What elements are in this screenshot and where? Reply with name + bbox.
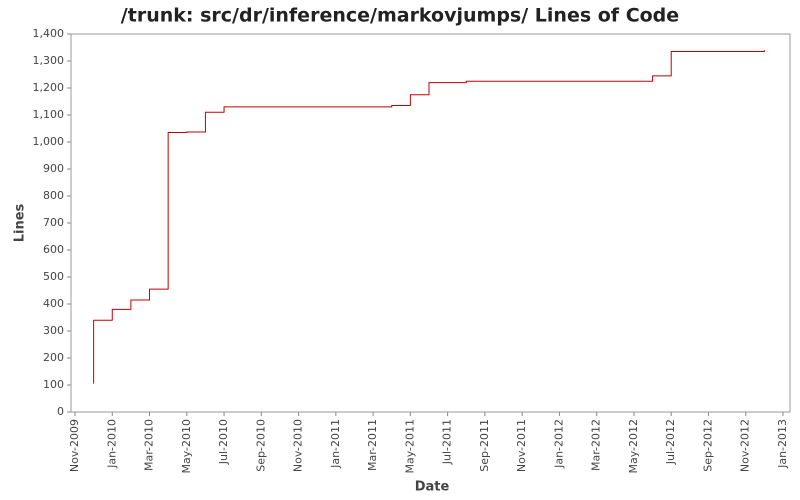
x-tick-label: May-2010 (180, 419, 193, 474)
y-tick-label: 900 (43, 162, 64, 175)
y-tick-label: 700 (43, 216, 64, 229)
x-tick-label: Nov-2009 (68, 419, 81, 472)
x-tick-label: Sep-2011 (478, 419, 491, 472)
y-tick-label: 1,200 (33, 81, 65, 94)
y-tick-label: 1,000 (33, 135, 65, 148)
x-tick-label: Jan-2010 (105, 419, 118, 469)
x-tick-label: May-2011 (403, 419, 416, 474)
plot-frame (70, 33, 791, 413)
x-tick-label: Jul-2012 (664, 419, 677, 465)
y-tick-label: 1,300 (33, 54, 65, 67)
x-tick-label: Jan-2013 (776, 419, 789, 469)
x-tick-label: Mar-2010 (143, 419, 156, 471)
x-tick-label: Nov-2010 (292, 419, 305, 472)
x-tick-label: Mar-2012 (590, 419, 603, 471)
x-tick-label: Jul-2010 (217, 419, 230, 465)
y-tick-label: 300 (43, 324, 64, 337)
x-tick-label: May-2012 (627, 419, 640, 474)
y-axis-label: Lines (13, 203, 28, 242)
data-line (93, 50, 765, 384)
x-tick-label: Mar-2011 (366, 419, 379, 471)
x-tick-label: Jan-2012 (552, 419, 565, 469)
y-tick-label: 100 (43, 378, 64, 391)
y-tick-label: 500 (43, 270, 64, 283)
x-tick-label: Nov-2012 (739, 419, 752, 472)
x-tick-label: Jan-2011 (329, 419, 342, 469)
y-tick-label: 0 (57, 405, 64, 418)
y-tick-label: 200 (43, 351, 64, 364)
x-tick-label: Jul-2011 (441, 419, 454, 465)
y-tick-label: 800 (43, 189, 64, 202)
y-tick-label: 600 (43, 243, 64, 256)
x-tick-label: Sep-2012 (701, 419, 714, 472)
x-tick-label: Nov-2011 (515, 419, 528, 472)
x-axis-label: Date (415, 480, 450, 495)
chart-title: /trunk: src/dr/inference/markovjumps/ Li… (121, 5, 679, 27)
x-tick-label: Sep-2010 (254, 419, 267, 472)
y-tick-label: 1,100 (33, 108, 65, 121)
y-tick-label: 1,400 (33, 27, 65, 40)
y-tick-label: 400 (43, 297, 64, 310)
